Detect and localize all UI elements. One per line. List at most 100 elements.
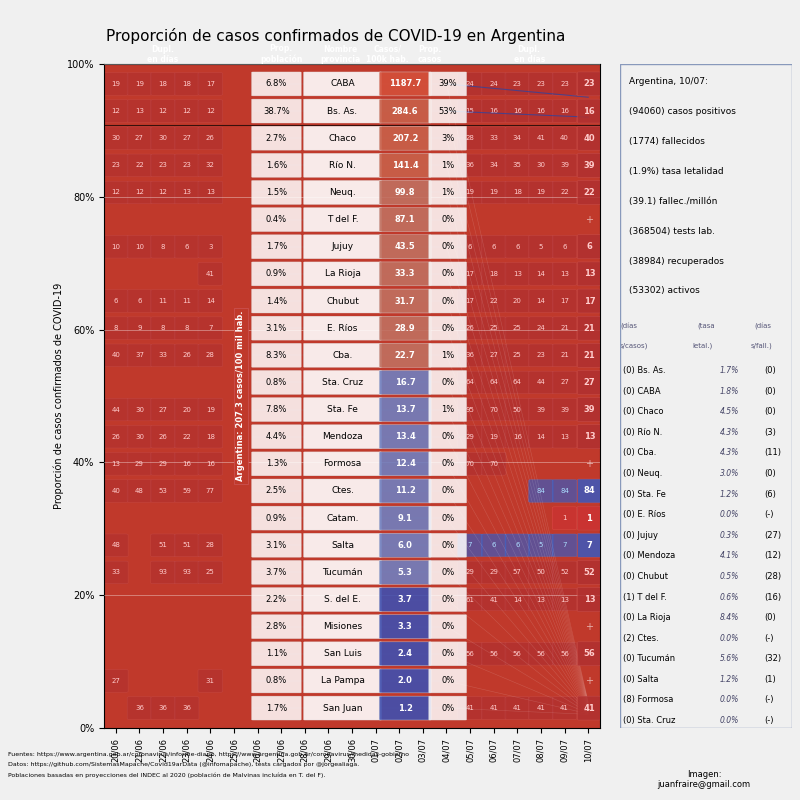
FancyBboxPatch shape xyxy=(429,452,466,476)
FancyBboxPatch shape xyxy=(198,534,222,557)
Text: 3.0%: 3.0% xyxy=(720,469,739,478)
FancyBboxPatch shape xyxy=(379,642,431,666)
FancyBboxPatch shape xyxy=(103,181,128,204)
FancyBboxPatch shape xyxy=(529,100,554,122)
Text: 0.0%: 0.0% xyxy=(720,716,739,725)
FancyBboxPatch shape xyxy=(578,370,601,394)
FancyBboxPatch shape xyxy=(429,316,466,340)
Text: 36: 36 xyxy=(158,705,167,711)
Text: 5: 5 xyxy=(538,542,543,548)
FancyBboxPatch shape xyxy=(482,642,506,665)
FancyBboxPatch shape xyxy=(458,642,482,665)
Text: 0.0%: 0.0% xyxy=(720,695,739,705)
Text: 14: 14 xyxy=(537,298,546,304)
Text: 4.5%: 4.5% xyxy=(720,407,739,416)
Text: 25: 25 xyxy=(206,570,214,575)
FancyBboxPatch shape xyxy=(578,181,601,205)
Text: 30: 30 xyxy=(158,135,167,141)
FancyBboxPatch shape xyxy=(552,507,577,530)
FancyBboxPatch shape xyxy=(529,398,554,421)
Text: 5: 5 xyxy=(538,244,543,250)
Text: 30: 30 xyxy=(111,135,120,141)
Text: Argentina: 207.3 casos/100 mil hab.: Argentina: 207.3 casos/100 mil hab. xyxy=(237,310,246,482)
FancyBboxPatch shape xyxy=(482,697,506,719)
FancyBboxPatch shape xyxy=(552,561,577,584)
Bar xyxy=(104,70,600,98)
Text: Catam.: Catam. xyxy=(326,514,359,522)
FancyBboxPatch shape xyxy=(578,534,601,558)
Text: 24: 24 xyxy=(537,325,546,331)
FancyBboxPatch shape xyxy=(429,72,466,96)
Text: 6: 6 xyxy=(515,244,519,250)
FancyBboxPatch shape xyxy=(429,534,466,558)
Text: 35: 35 xyxy=(513,162,522,168)
FancyBboxPatch shape xyxy=(505,398,530,421)
Text: 40: 40 xyxy=(111,488,120,494)
FancyBboxPatch shape xyxy=(252,72,302,96)
Text: (2) Ctes.: (2) Ctes. xyxy=(623,634,659,642)
FancyBboxPatch shape xyxy=(198,154,222,177)
Text: 33.3: 33.3 xyxy=(395,270,415,278)
Text: Argentina, 10/07:: Argentina, 10/07: xyxy=(629,78,707,86)
FancyBboxPatch shape xyxy=(578,154,601,178)
FancyBboxPatch shape xyxy=(174,480,199,502)
FancyBboxPatch shape xyxy=(174,697,199,719)
Text: 17: 17 xyxy=(560,298,569,304)
FancyBboxPatch shape xyxy=(458,235,482,258)
Text: 44: 44 xyxy=(111,406,120,413)
Text: 10: 10 xyxy=(111,244,120,250)
Text: 284.6: 284.6 xyxy=(392,106,418,115)
FancyBboxPatch shape xyxy=(174,127,199,150)
Text: (-): (-) xyxy=(765,510,774,519)
Text: 4.1%: 4.1% xyxy=(720,551,739,560)
Text: 14: 14 xyxy=(513,597,522,602)
Text: 5.6%: 5.6% xyxy=(720,654,739,663)
Text: 21: 21 xyxy=(560,352,569,358)
Text: 22.7: 22.7 xyxy=(394,350,415,360)
Text: (0): (0) xyxy=(765,407,776,416)
FancyBboxPatch shape xyxy=(458,534,482,557)
FancyBboxPatch shape xyxy=(552,398,577,421)
Text: 7.8%: 7.8% xyxy=(266,405,287,414)
FancyBboxPatch shape xyxy=(303,614,382,638)
Text: (94060) casos positivos: (94060) casos positivos xyxy=(629,107,735,116)
FancyBboxPatch shape xyxy=(482,534,506,557)
Text: 0%: 0% xyxy=(441,514,454,522)
FancyBboxPatch shape xyxy=(127,290,152,312)
Text: 21: 21 xyxy=(560,325,569,331)
Text: (1774) fallecidos: (1774) fallecidos xyxy=(629,137,705,146)
Text: Nombre
provincia: Nombre provincia xyxy=(320,45,360,64)
Text: Tucumán: Tucumán xyxy=(322,568,363,577)
Text: S. del E.: S. del E. xyxy=(324,595,361,604)
Text: 2.2%: 2.2% xyxy=(266,595,287,604)
FancyBboxPatch shape xyxy=(379,669,431,693)
Text: 34: 34 xyxy=(490,162,498,168)
Bar xyxy=(104,694,600,722)
FancyBboxPatch shape xyxy=(429,154,466,178)
Text: 70: 70 xyxy=(466,461,474,467)
FancyBboxPatch shape xyxy=(505,100,530,122)
Text: 24: 24 xyxy=(490,81,498,87)
Text: 13.7: 13.7 xyxy=(395,405,415,414)
Text: 8.4%: 8.4% xyxy=(720,613,739,622)
Text: 21: 21 xyxy=(583,324,595,333)
Text: 27: 27 xyxy=(583,378,595,387)
FancyBboxPatch shape xyxy=(303,343,382,367)
FancyBboxPatch shape xyxy=(458,344,482,366)
FancyBboxPatch shape xyxy=(303,208,382,231)
FancyBboxPatch shape xyxy=(552,262,577,285)
Text: 64: 64 xyxy=(490,379,498,386)
Text: 26: 26 xyxy=(158,434,167,440)
Text: (32): (32) xyxy=(765,654,782,663)
Text: 59: 59 xyxy=(182,488,191,494)
FancyBboxPatch shape xyxy=(174,344,199,366)
Text: 1%: 1% xyxy=(441,350,454,360)
Text: 70: 70 xyxy=(490,406,498,413)
Text: 29: 29 xyxy=(490,570,498,575)
FancyBboxPatch shape xyxy=(103,534,128,557)
FancyBboxPatch shape xyxy=(252,370,302,394)
FancyBboxPatch shape xyxy=(303,561,382,584)
Text: 61: 61 xyxy=(466,597,474,602)
FancyBboxPatch shape xyxy=(252,316,302,340)
Text: 12: 12 xyxy=(182,108,191,114)
